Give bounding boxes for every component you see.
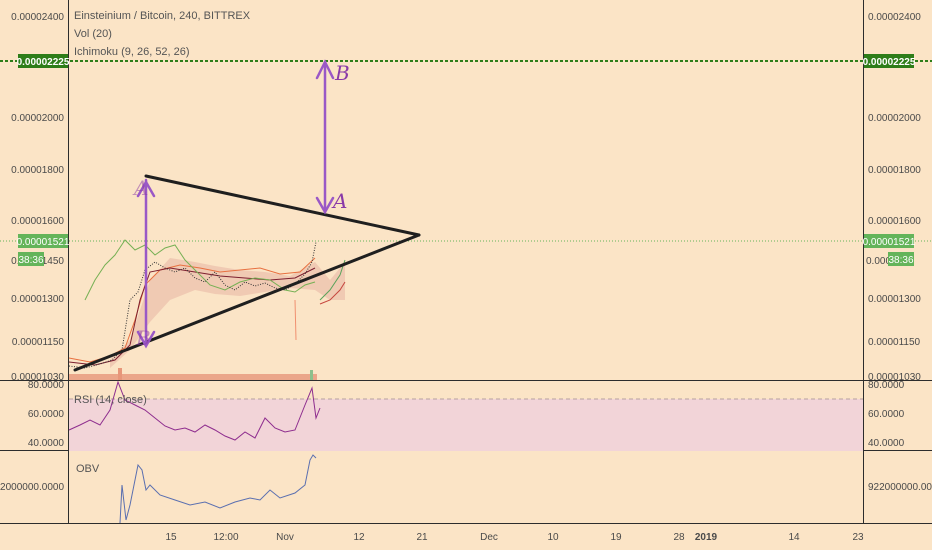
annotation-a-breakout: A — [331, 189, 347, 213]
current-price-badge-right: 0.00001521 — [863, 234, 916, 248]
ichimoku-lagging-span — [84, 239, 316, 301]
left-tick-24: 0.00002400 — [11, 12, 64, 23]
ichimoku-leading-span-b — [319, 281, 346, 305]
left-tick-16: 0.00001600 — [11, 216, 64, 227]
measure-arrows — [136, 59, 335, 349]
right-tick-partial: 0.000 — [866, 256, 891, 267]
obv-left-tick: 922000000.0000 — [0, 482, 64, 493]
left-tick-103: 0.00001030 — [11, 372, 64, 383]
time-tick-10: 10 — [547, 532, 559, 543]
legend-volume: Vol (20) — [74, 28, 112, 40]
right-arrow-head-top — [315, 59, 335, 80]
legend-ichimoku: Ichimoku (9, 26, 52, 26) — [74, 46, 190, 58]
time-tick-28: 28 — [673, 532, 685, 543]
svg-text:38:36: 38:36 — [888, 255, 913, 266]
time-axis: 15 12:00 Nov 12 21 Dec 10 19 28 2019 14 … — [165, 532, 864, 543]
svg-text:0.00002225: 0.00002225 — [863, 57, 916, 68]
right-tick-18: 0.00001800 — [868, 165, 921, 176]
rsi-label: RSI (14, close) — [74, 394, 147, 406]
annotation-b-target: B — [334, 61, 350, 85]
right-tick-115: 0.00001150 — [868, 337, 921, 348]
triangle-upper-line — [144, 174, 421, 237]
rsi-right-tick-40: 40.0000 — [868, 438, 905, 449]
right-arrow-head-bottom — [315, 196, 335, 215]
left-arrow-head-bottom — [136, 330, 156, 349]
ichimoku-leading-span-a — [319, 259, 346, 301]
time-tick-12: 12 — [353, 532, 365, 543]
legend-symbol: Einsteinium / Bitcoin, 240, BITTREX — [74, 10, 251, 22]
svg-text:0.00002225: 0.00002225 — [17, 57, 70, 68]
annotation-b-origin: B — [135, 326, 151, 350]
rsi-right-tick-60: 60.0000 — [868, 409, 905, 420]
svg-text:38:36: 38:36 — [18, 255, 43, 266]
target-badge-left: 0.00002225 — [17, 54, 70, 68]
annotation-a-origin: A — [132, 176, 148, 200]
obv-right-tick: 922000000.0000 — [868, 482, 932, 493]
rsi-left-tick-40: 40.0000 — [28, 438, 65, 449]
right-price-axis: 0.00002400 0.00002000 0.00001800 0.00001… — [866, 12, 921, 383]
right-tick-13: 0.00001300 — [868, 294, 921, 305]
countdown-badge-left: 38:36 — [18, 252, 44, 266]
right-tick-103: 0.00001030 — [868, 372, 921, 383]
time-tick-2019: 2019 — [695, 532, 718, 543]
current-price-badge-left: 0.00001521 — [17, 234, 70, 248]
left-arrow-head-top — [136, 179, 156, 198]
time-tick-nov: Nov — [276, 532, 294, 543]
countdown-badge-right: 38:36 — [888, 252, 914, 266]
target-badge-right: 0.00002225 — [863, 54, 916, 68]
triangle-lower-line — [73, 233, 421, 372]
rsi-band — [69, 399, 863, 451]
right-tick-24: 0.00002400 — [868, 12, 921, 23]
left-tick-20: 0.00002000 — [11, 113, 64, 124]
volume-bars — [69, 368, 317, 380]
time-tick-21: 21 — [416, 532, 428, 543]
time-tick-15: 15 — [165, 532, 177, 543]
rsi-left-tick-60: 60.0000 — [28, 409, 65, 420]
time-tick-dec: Dec — [480, 532, 498, 543]
obv-label: OBV — [76, 463, 100, 475]
triangle-pattern — [73, 174, 421, 372]
time-tick-19: 19 — [610, 532, 622, 543]
left-tick-18: 0.00001800 — [11, 165, 64, 176]
time-tick-1200: 12:00 — [213, 532, 238, 543]
ichimoku-spike — [294, 299, 297, 341]
svg-text:0.00001521: 0.00001521 — [863, 237, 916, 248]
svg-text:0.00001521: 0.00001521 — [17, 237, 70, 248]
obv-line — [119, 454, 317, 524]
time-tick-23: 23 — [852, 532, 864, 543]
rsi-right-tick-80: 80.0000 — [868, 380, 905, 391]
right-tick-20: 0.00002000 — [868, 113, 921, 124]
right-tick-16: 0.00001600 — [868, 216, 921, 227]
left-tick-13: 0.00001300 — [11, 294, 64, 305]
rsi-left-tick-80: 80.0000 — [28, 380, 65, 391]
time-tick-14: 14 — [788, 532, 800, 543]
left-tick-115: 0.00001150 — [12, 337, 65, 348]
rsi-line — [68, 380, 321, 441]
